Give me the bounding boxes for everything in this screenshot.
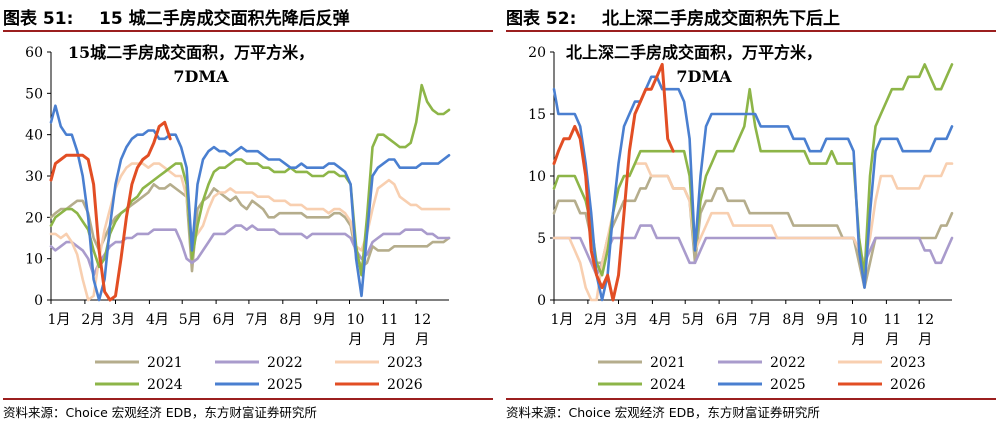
legend-label-2024: 2024 [650, 377, 686, 393]
x-tick-label-unit: 月 [415, 332, 429, 348]
right-line-chart: 0 5 10 15 20 1月 2月 3月 4月 5月 6月 7月 8月 9月 10 月 11 月 12 月 北上深二手… [528, 43, 954, 393]
legend-label-2023: 2023 [387, 355, 423, 371]
series-line-2021 [49, 183, 451, 273]
right-figure-panel: 图表 52: 北上深二手房成交面积先下后上 0 5 10 15 20 1月 2月 3月 4月 5月… [506, 0, 998, 423]
source-note: 资料来源：Choice 宏观经济 EDB，东方财富证券研究所 [506, 405, 820, 420]
left-figure-panel: 图表 51: 15 城二手房成交面积先降后反弹 0 10 20 30 40 50 60 1月 2… [3, 0, 495, 423]
series-line-2022 [49, 224, 451, 277]
x-tick-label-unit: 月 [885, 332, 899, 348]
x-tick-label: 10 [347, 312, 365, 328]
series-line-2026 [552, 62, 675, 302]
y-tick-label: 20 [25, 210, 43, 226]
y-tick-label: 10 [25, 252, 43, 268]
figure-title: 北上深二手房成交面积先下后上 [602, 9, 840, 29]
figure-header: 图表 52: 北上深二手房成交面积先下后上 [506, 2, 996, 29]
figure-number: 图表 52: [506, 9, 577, 29]
series-line-2025 [49, 104, 451, 302]
chart-subtitle: 7DMA [676, 67, 732, 86]
x-tick-label: 11 [883, 312, 901, 328]
y-tick-label: 30 [25, 169, 43, 185]
x-tick-label-unit: 月 [852, 332, 866, 348]
legend-label-2026: 2026 [387, 377, 423, 393]
x-tick-label: 12 [916, 312, 934, 328]
footer-rule [3, 398, 493, 400]
y-tick-label: 5 [537, 231, 546, 247]
legend-label-2022: 2022 [770, 355, 806, 371]
figure-header: 图表 51: 15 城二手房成交面积先降后反弹 [3, 2, 493, 29]
x-tick-label: 7月 [245, 312, 268, 328]
y-tick-label: 10 [528, 169, 546, 185]
legend-label-2024: 2024 [147, 377, 183, 393]
y-tick-label: 20 [528, 45, 546, 61]
series-line-2025 [552, 75, 954, 302]
left-line-chart: 0 10 20 30 40 50 60 1月 2月 3月 4月 5月 6月 7月 8月 9月 10 月 11 月 12 月… [25, 43, 451, 393]
header-rule [506, 30, 996, 32]
legend-label-2021: 2021 [650, 355, 686, 371]
x-tick-label: 8月 [782, 312, 805, 328]
x-tick-label: 3月 [615, 312, 638, 328]
x-tick-label: 2月 [584, 312, 607, 328]
y-tick-label: 50 [25, 86, 43, 102]
x-tick-label: 9月 [313, 312, 336, 328]
figure-title: 15 城二手房成交面积先降后反弹 [99, 9, 350, 29]
x-tick-label: 5月 [682, 312, 705, 328]
x-tick-label: 3月 [112, 312, 135, 328]
y-tick-label: 60 [25, 45, 43, 61]
legend-label-2026: 2026 [890, 377, 926, 393]
source-note: 资料来源：Choice 宏观经济 EDB，东方财富证券研究所 [3, 405, 317, 420]
series-line-2023 [552, 162, 954, 302]
x-tick-label: 6月 [213, 312, 236, 328]
y-tick-label: 40 [25, 128, 43, 144]
x-tick-label: 1月 [551, 312, 574, 328]
series-line-2024 [49, 83, 451, 277]
legend-label-2021: 2021 [147, 355, 183, 371]
legend-label-2025: 2025 [770, 377, 806, 393]
x-tick-label: 8月 [279, 312, 302, 328]
series-line-2024 [552, 63, 954, 277]
legend-label-2022: 2022 [267, 355, 303, 371]
x-tick-label: 4月 [146, 312, 169, 328]
x-tick-label: 11 [380, 312, 398, 328]
x-tick-label: 4月 [649, 312, 672, 328]
x-tick-label-unit: 月 [349, 332, 363, 348]
x-tick-label-unit: 月 [382, 332, 396, 348]
header-rule [3, 30, 493, 32]
x-tick-label: 7月 [748, 312, 771, 328]
x-tick-label: 6月 [716, 312, 739, 328]
x-tick-label: 12 [413, 312, 431, 328]
series-line-2021 [552, 174, 954, 289]
series-line-2022 [552, 224, 954, 277]
y-tick-label: 0 [537, 293, 546, 309]
x-tick-label: 10 [850, 312, 868, 328]
chart-subtitle: 7DMA [173, 67, 229, 86]
figure-number: 图表 51: [3, 9, 74, 29]
x-tick-label: 5月 [179, 312, 202, 328]
legend-label-2025: 2025 [267, 377, 303, 393]
legend-label-2023: 2023 [890, 355, 926, 371]
x-tick-label: 1月 [48, 312, 71, 328]
chart-title: 15城二手房成交面积，万平方米， [68, 43, 314, 62]
series-line-2026 [49, 120, 172, 302]
x-tick-label: 2月 [81, 312, 104, 328]
y-tick-label: 15 [528, 107, 546, 123]
x-tick-label: 9月 [816, 312, 839, 328]
footer-rule [506, 398, 996, 400]
y-tick-label: 0 [34, 293, 43, 309]
x-tick-label-unit: 月 [918, 332, 932, 348]
chart-title: 北上深二手房成交面积，万平方米， [566, 43, 822, 62]
